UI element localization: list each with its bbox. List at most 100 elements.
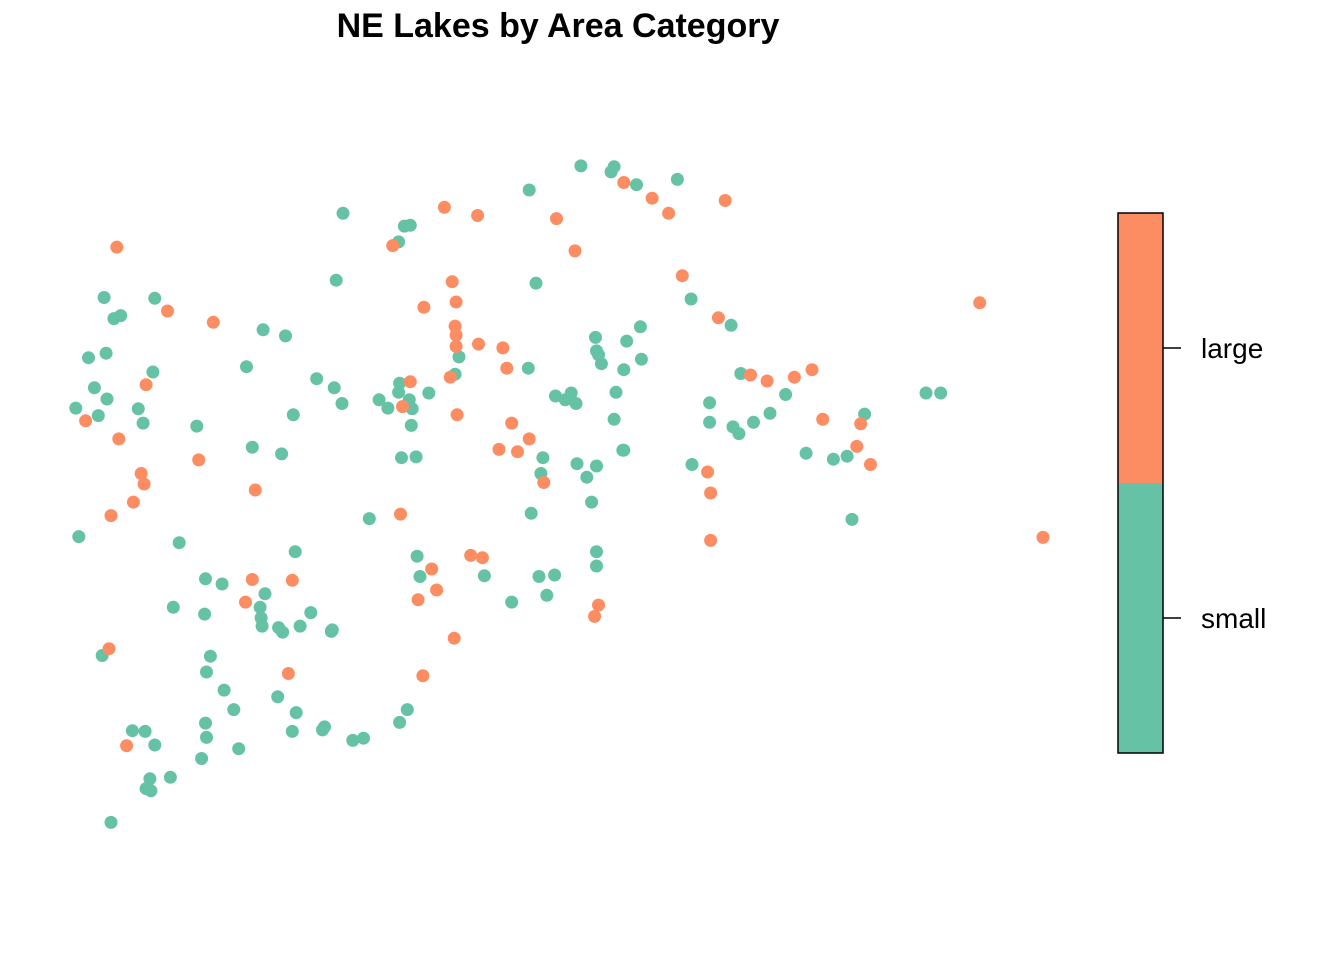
point-small	[327, 381, 341, 395]
point-small	[393, 715, 407, 729]
point-large	[443, 370, 457, 384]
point-small	[590, 459, 603, 473]
legend-swatch-large	[1118, 213, 1163, 483]
point-small	[195, 752, 209, 765]
point-small	[100, 392, 114, 406]
point-large	[102, 642, 116, 656]
point-small	[97, 291, 111, 304]
point-small	[392, 385, 406, 399]
point-large	[592, 598, 605, 612]
point-small	[148, 738, 162, 752]
point-small	[144, 784, 158, 798]
point-small	[400, 703, 414, 717]
point-small	[413, 570, 427, 583]
point-small	[199, 716, 212, 730]
point-small	[919, 386, 933, 400]
point-small	[558, 393, 572, 407]
point-large	[760, 374, 774, 388]
point-small	[381, 401, 395, 415]
point-large	[450, 408, 464, 422]
point-large	[505, 416, 519, 430]
point-small	[607, 412, 621, 426]
point-small	[409, 450, 423, 464]
point-large	[701, 465, 715, 479]
point-large	[394, 507, 407, 521]
point-small	[245, 440, 259, 454]
point-large	[1036, 530, 1050, 544]
point-small	[304, 606, 318, 620]
point-small	[325, 623, 339, 637]
point-large	[139, 378, 153, 392]
point-large	[854, 417, 868, 431]
point-large	[787, 370, 801, 384]
point-large	[449, 339, 463, 353]
point-large	[704, 486, 718, 500]
point-small	[670, 172, 684, 186]
point-large	[522, 432, 536, 446]
point-small	[826, 452, 840, 466]
point-large	[110, 240, 124, 254]
point-large	[744, 368, 757, 382]
point-small	[529, 276, 543, 290]
point-large	[206, 315, 220, 329]
point-small	[524, 506, 538, 520]
point-small	[934, 386, 948, 400]
point-small	[286, 408, 300, 422]
point-small	[143, 772, 157, 786]
point-small	[452, 350, 466, 364]
point-small	[845, 512, 859, 526]
point-small	[271, 690, 285, 704]
point-small	[275, 447, 289, 461]
point-small	[372, 393, 386, 407]
point-large	[662, 206, 676, 220]
legend-color-bar: large small	[1117, 212, 1266, 754]
point-large	[550, 212, 563, 226]
point-small	[779, 388, 793, 401]
point-small	[799, 446, 813, 460]
point-large	[239, 595, 252, 609]
series-large	[79, 176, 1050, 753]
point-small	[616, 443, 630, 457]
point-large	[718, 194, 732, 207]
point-small	[166, 600, 180, 614]
point-large	[134, 467, 148, 480]
point-large	[417, 300, 431, 314]
point-small	[72, 530, 86, 544]
point-small	[617, 363, 631, 377]
point-small	[310, 372, 324, 386]
point-small	[199, 572, 212, 586]
point-small	[532, 570, 546, 583]
point-small	[422, 386, 436, 400]
point-large	[449, 328, 463, 342]
point-small	[580, 470, 594, 484]
point-large	[396, 400, 409, 414]
point-small	[215, 577, 229, 591]
point-small	[724, 318, 738, 332]
point-small	[232, 742, 246, 756]
point-small	[620, 334, 634, 348]
point-small	[609, 385, 623, 399]
point-small	[548, 568, 562, 582]
point-small	[410, 549, 424, 563]
point-small	[732, 427, 746, 441]
point-small	[747, 415, 760, 429]
point-large	[437, 200, 451, 214]
point-large	[79, 414, 93, 428]
point-small	[217, 683, 231, 697]
point-small	[703, 396, 717, 410]
chart-title: NE Lakes by Area Category	[337, 7, 780, 45]
point-large	[511, 445, 524, 459]
point-small	[403, 218, 417, 232]
point-small	[200, 665, 213, 679]
point-large	[411, 593, 425, 607]
legend-label-small: small	[1201, 603, 1266, 634]
point-small	[630, 178, 643, 192]
point-large	[449, 295, 463, 309]
point-large	[472, 337, 485, 351]
point-large	[285, 573, 299, 587]
point-small	[574, 159, 588, 173]
point-large	[568, 244, 582, 258]
point-small	[633, 320, 647, 334]
point-small	[685, 458, 699, 471]
point-small	[734, 367, 748, 380]
